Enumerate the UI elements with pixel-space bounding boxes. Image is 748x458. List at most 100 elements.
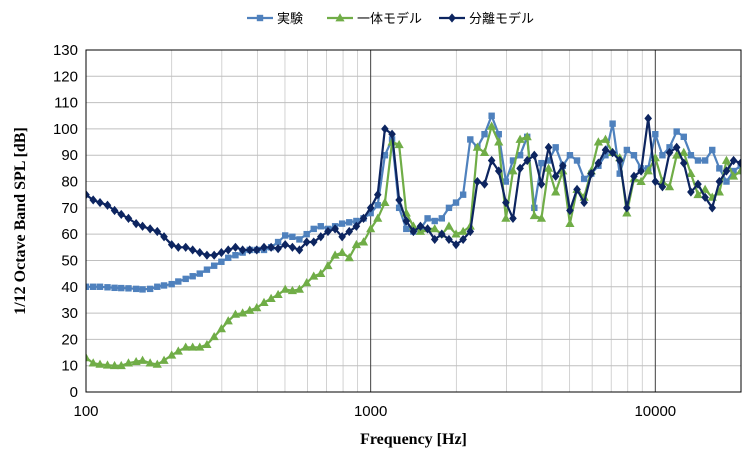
data-point-square bbox=[210, 262, 218, 269]
data-point-diamond bbox=[445, 234, 453, 245]
data-point-square bbox=[630, 152, 638, 159]
data-point-triangle bbox=[335, 13, 345, 22]
data-point-square bbox=[189, 273, 196, 280]
data-point-triangle bbox=[565, 218, 575, 228]
data-point-triangle bbox=[664, 182, 675, 191]
data-point-square bbox=[146, 285, 154, 293]
data-point-diamond bbox=[509, 213, 517, 223]
data-point-diamond bbox=[480, 179, 489, 189]
data-point-triangle bbox=[721, 155, 732, 164]
data-point-square bbox=[218, 258, 225, 265]
data-point-diamond bbox=[665, 148, 674, 158]
data-point-square bbox=[403, 225, 410, 233]
legend-item: 一体モデル bbox=[327, 11, 422, 27]
x-axis-title: Frequency [Hz] bbox=[360, 431, 467, 448]
data-point-square bbox=[160, 282, 168, 289]
legend-item: 分離モデル bbox=[439, 11, 534, 27]
legend-label: 実験 bbox=[277, 11, 303, 27]
data-point-triangle bbox=[522, 132, 532, 141]
data-point-diamond bbox=[594, 158, 603, 168]
x-axis-ticks: 100 1000 10000 bbox=[73, 403, 676, 420]
data-point-triangle bbox=[536, 213, 547, 222]
data-point-square bbox=[701, 157, 709, 164]
data-point-diamond bbox=[338, 232, 346, 242]
data-point-square bbox=[395, 204, 403, 212]
data-point-square bbox=[666, 144, 673, 151]
data-point-triangle bbox=[551, 187, 561, 196]
series-layer bbox=[86, 112, 741, 370]
data-point-triangle bbox=[700, 184, 710, 193]
data-point-triangle bbox=[181, 342, 191, 351]
data-point-diamond bbox=[345, 226, 354, 237]
data-point-diamond bbox=[587, 169, 596, 179]
data-point-diamond bbox=[694, 179, 702, 189]
data-point-diamond bbox=[181, 242, 190, 252]
data-point-square bbox=[566, 152, 574, 159]
data-point-diamond bbox=[530, 150, 539, 160]
data-point-square bbox=[502, 178, 510, 185]
data-point-diamond bbox=[523, 155, 532, 166]
data-point-square bbox=[256, 14, 264, 22]
data-point-triangle bbox=[515, 134, 525, 143]
plot-area bbox=[85, 49, 742, 393]
y-tick-label: 110 bbox=[54, 95, 78, 112]
data-point-diamond bbox=[267, 242, 275, 252]
data-point-diamond bbox=[494, 166, 503, 176]
data-point-diamond bbox=[359, 213, 368, 223]
data-point-triangle bbox=[380, 197, 390, 206]
data-point-diamond bbox=[729, 155, 738, 166]
data-point-square bbox=[431, 217, 438, 225]
data-point-diamond bbox=[722, 166, 731, 176]
y-tick-label: 50 bbox=[61, 252, 78, 269]
data-point-square bbox=[709, 146, 716, 154]
data-point-diamond bbox=[502, 197, 510, 208]
data-point-triangle bbox=[245, 305, 255, 314]
data-point-diamond bbox=[174, 242, 183, 252]
x-tick-label: 10000 bbox=[634, 403, 676, 420]
data-point-square bbox=[232, 252, 239, 259]
data-point-triangle bbox=[686, 168, 696, 178]
data-point-square bbox=[203, 266, 211, 273]
data-point-triangle bbox=[657, 176, 668, 185]
data-point-square bbox=[154, 283, 161, 290]
data-point-triangle bbox=[302, 278, 312, 287]
data-point-triangle bbox=[294, 284, 305, 293]
data-point-diamond bbox=[89, 195, 98, 205]
data-point-triangle bbox=[643, 166, 653, 175]
series-3 bbox=[86, 113, 741, 260]
data-point-triangle bbox=[116, 360, 126, 370]
data-point-diamond bbox=[252, 245, 261, 255]
data-point-diamond bbox=[437, 229, 446, 239]
data-point-diamond bbox=[138, 221, 147, 231]
data-point-square bbox=[694, 157, 702, 164]
data-point-triangle bbox=[529, 210, 539, 220]
data-point-triangle bbox=[736, 166, 741, 175]
data-point-square bbox=[289, 233, 296, 240]
data-point-square bbox=[274, 238, 282, 246]
data-point-diamond bbox=[210, 250, 218, 260]
data-point-diamond bbox=[366, 203, 375, 213]
legend-label: 一体モデル bbox=[357, 11, 422, 27]
data-point-square bbox=[125, 285, 132, 292]
x-tick-label: 100 bbox=[73, 403, 98, 420]
data-point-square bbox=[353, 217, 360, 225]
data-point-triangle bbox=[458, 226, 468, 235]
data-point-square bbox=[552, 144, 559, 151]
data-point-diamond bbox=[430, 234, 439, 245]
data-point-diamond bbox=[630, 171, 638, 181]
data-point-square bbox=[317, 223, 324, 230]
data-point-triangle bbox=[316, 268, 326, 278]
y-tick-label: 120 bbox=[53, 68, 78, 85]
data-point-triangle bbox=[159, 355, 169, 364]
data-point-square bbox=[481, 130, 488, 138]
data-point-triangle bbox=[216, 324, 227, 333]
data-point-square bbox=[452, 199, 460, 206]
data-point-diamond bbox=[402, 216, 411, 226]
data-point-triangle bbox=[508, 166, 518, 175]
data-point-diamond bbox=[615, 155, 624, 166]
data-point-square bbox=[730, 167, 737, 175]
data-point-diamond bbox=[260, 242, 268, 252]
data-point-diamond bbox=[309, 237, 318, 247]
legend-label: 分離モデル bbox=[469, 11, 534, 27]
